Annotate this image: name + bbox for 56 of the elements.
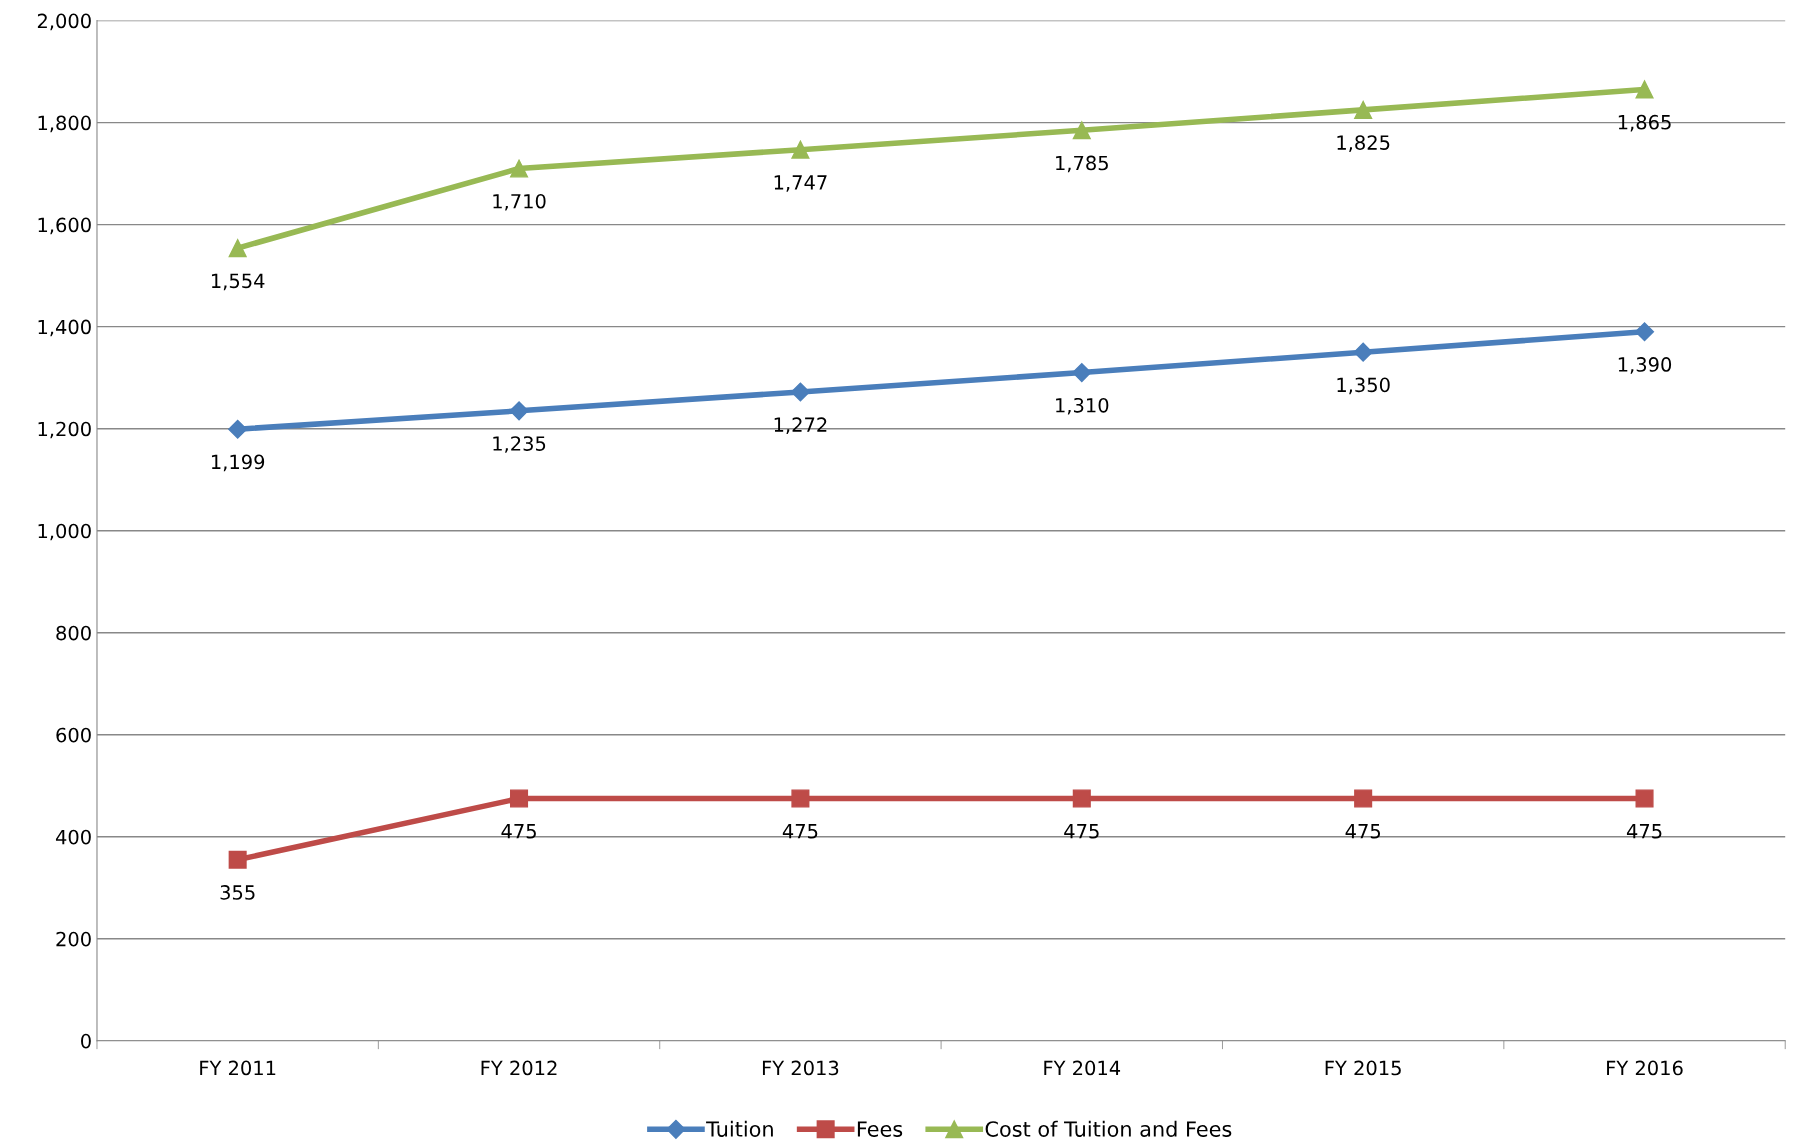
legend-label: Cost of Tuition and Fees [985,1120,1232,1137]
point [1635,322,1655,342]
x-tick-label: FY 2013 [762,1060,839,1076]
point [790,382,810,402]
point [1072,121,1091,140]
point [228,239,247,258]
data-label: 1,350 [1337,377,1390,395]
data-label: 475 [1626,824,1662,839]
data-label: 1,710 [493,193,546,211]
legend-label: Fees [857,1121,903,1137]
point [509,401,529,421]
point [1072,789,1091,808]
data-label: 1,272 [774,417,827,434]
y-tick-label: 1,400 [38,319,91,337]
y-tick-label: 1,800 [38,115,91,133]
point [1354,100,1373,119]
y-tick-label: 800 [56,625,91,641]
point [228,419,248,439]
data-label: 475 [501,824,536,839]
y-tick-label: 1,200 [38,421,91,439]
data-label: 1,199 [211,454,265,472]
y-tick-label: 2,000 [37,13,91,31]
data-label: 355 [220,885,255,900]
point [1354,789,1373,808]
y-tick-label: 0 [81,1033,91,1049]
point [791,140,810,159]
y-tick-label: 400 [55,829,91,845]
data-label: 1,785 [1056,155,1108,173]
data-label: 1,865 [1618,114,1671,132]
y-tick-label: 200 [56,931,91,947]
legend-label: Tuition [706,1120,773,1137]
point [228,850,247,869]
y-tick-label: 600 [56,727,91,743]
data-label: 1,310 [1056,397,1109,415]
x-tick-label: FY 2016 [1607,1060,1683,1076]
point [1072,363,1092,383]
point [1635,789,1654,808]
data-label: 1,235 [493,436,546,453]
point [1353,342,1373,362]
point [791,789,810,808]
data-label: 1,390 [1618,357,1672,374]
data-label: 1,825 [1337,135,1390,152]
data-label: 475 [1345,824,1381,839]
y-tick-label: 1,000 [38,523,91,541]
point [1635,80,1654,99]
x-tick-label: FY 2015 [1325,1060,1401,1076]
data-label: 475 [782,824,818,839]
data-label: 1,554 [211,273,265,291]
x-tick-label: FY 2014 [1044,1060,1121,1076]
data-label: 1,747 [774,175,827,192]
point [510,159,529,178]
x-tick-label: FY 2012 [481,1060,557,1076]
point [510,789,529,808]
x-tick-label: FY 2011 [200,1060,276,1076]
y-tick-label: 1,600 [38,217,91,235]
data-label: 475 [1064,824,1099,839]
